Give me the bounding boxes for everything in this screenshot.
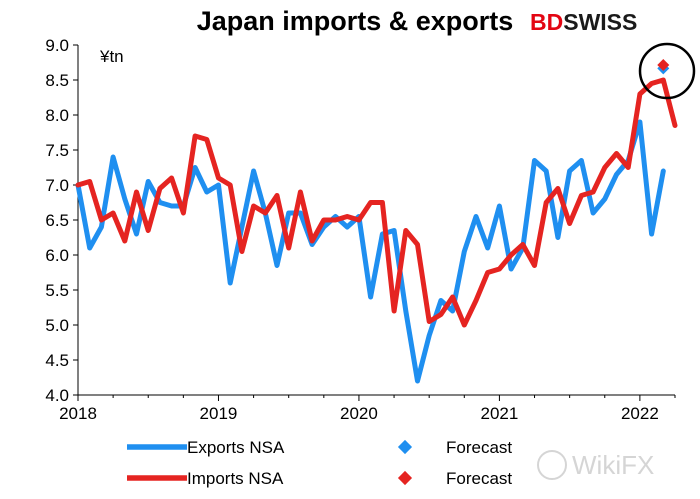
exports-line <box>75 119 666 384</box>
legend: Exports NSA Forecast Imports NSA Forecas… <box>127 438 512 488</box>
x-tick-label: 2021 <box>480 404 518 423</box>
y-tick-label: 8.0 <box>45 106 69 125</box>
legend-exports-label: Exports NSA <box>187 438 285 457</box>
svg-text:BDSWISS: BDSWISS <box>530 9 637 35</box>
y-tick-label: 6.0 <box>45 246 69 265</box>
imports-line <box>75 77 678 328</box>
y-tick-label: 9.0 <box>45 36 69 55</box>
plot-area: 4.0 4.5 5.0 5.5 6.0 6.5 7.0 7.5 8.0 8.5 9.0 2018 201… <box>45 36 678 423</box>
x-tick-label: 2022 <box>621 404 659 423</box>
forecast-highlight-circle <box>638 42 696 100</box>
chart-title: Japan imports & exports <box>197 6 514 36</box>
legend-imports-forecast-marker <box>397 470 413 486</box>
brand-logo: BDSWISS <box>530 9 637 35</box>
y-tick-label: 5.0 <box>45 316 69 335</box>
brand-logo-swiss: SWISS <box>563 9 637 35</box>
y-tick-label: 7.0 <box>45 176 69 195</box>
y-tick-label: 4.0 <box>45 386 69 405</box>
brand-logo-bd: BD <box>530 9 563 35</box>
imports-forecast-marker <box>657 59 670 71</box>
y-tick-label: 5.5 <box>45 281 69 300</box>
x-tick-label: 2019 <box>200 404 238 423</box>
y-tick-label: 4.5 <box>45 351 69 370</box>
x-tick-label: 2018 <box>59 404 97 423</box>
unit-label: ¥tn <box>99 47 124 66</box>
x-tick-label: 2020 <box>340 404 378 423</box>
watermark-text: WikiFX <box>572 450 654 480</box>
watermark: WikiFX <box>537 450 654 480</box>
watermark-logo-icon <box>537 450 567 480</box>
y-tick-label: 7.5 <box>45 141 69 160</box>
legend-imports-label: Imports NSA <box>187 469 284 488</box>
legend-imports-forecast-label: Forecast <box>446 469 512 488</box>
legend-exports-forecast-label: Forecast <box>446 438 512 457</box>
legend-exports-forecast-marker <box>397 439 413 455</box>
y-tick-label: 6.5 <box>45 211 69 230</box>
y-tick-label: 8.5 <box>45 71 69 90</box>
